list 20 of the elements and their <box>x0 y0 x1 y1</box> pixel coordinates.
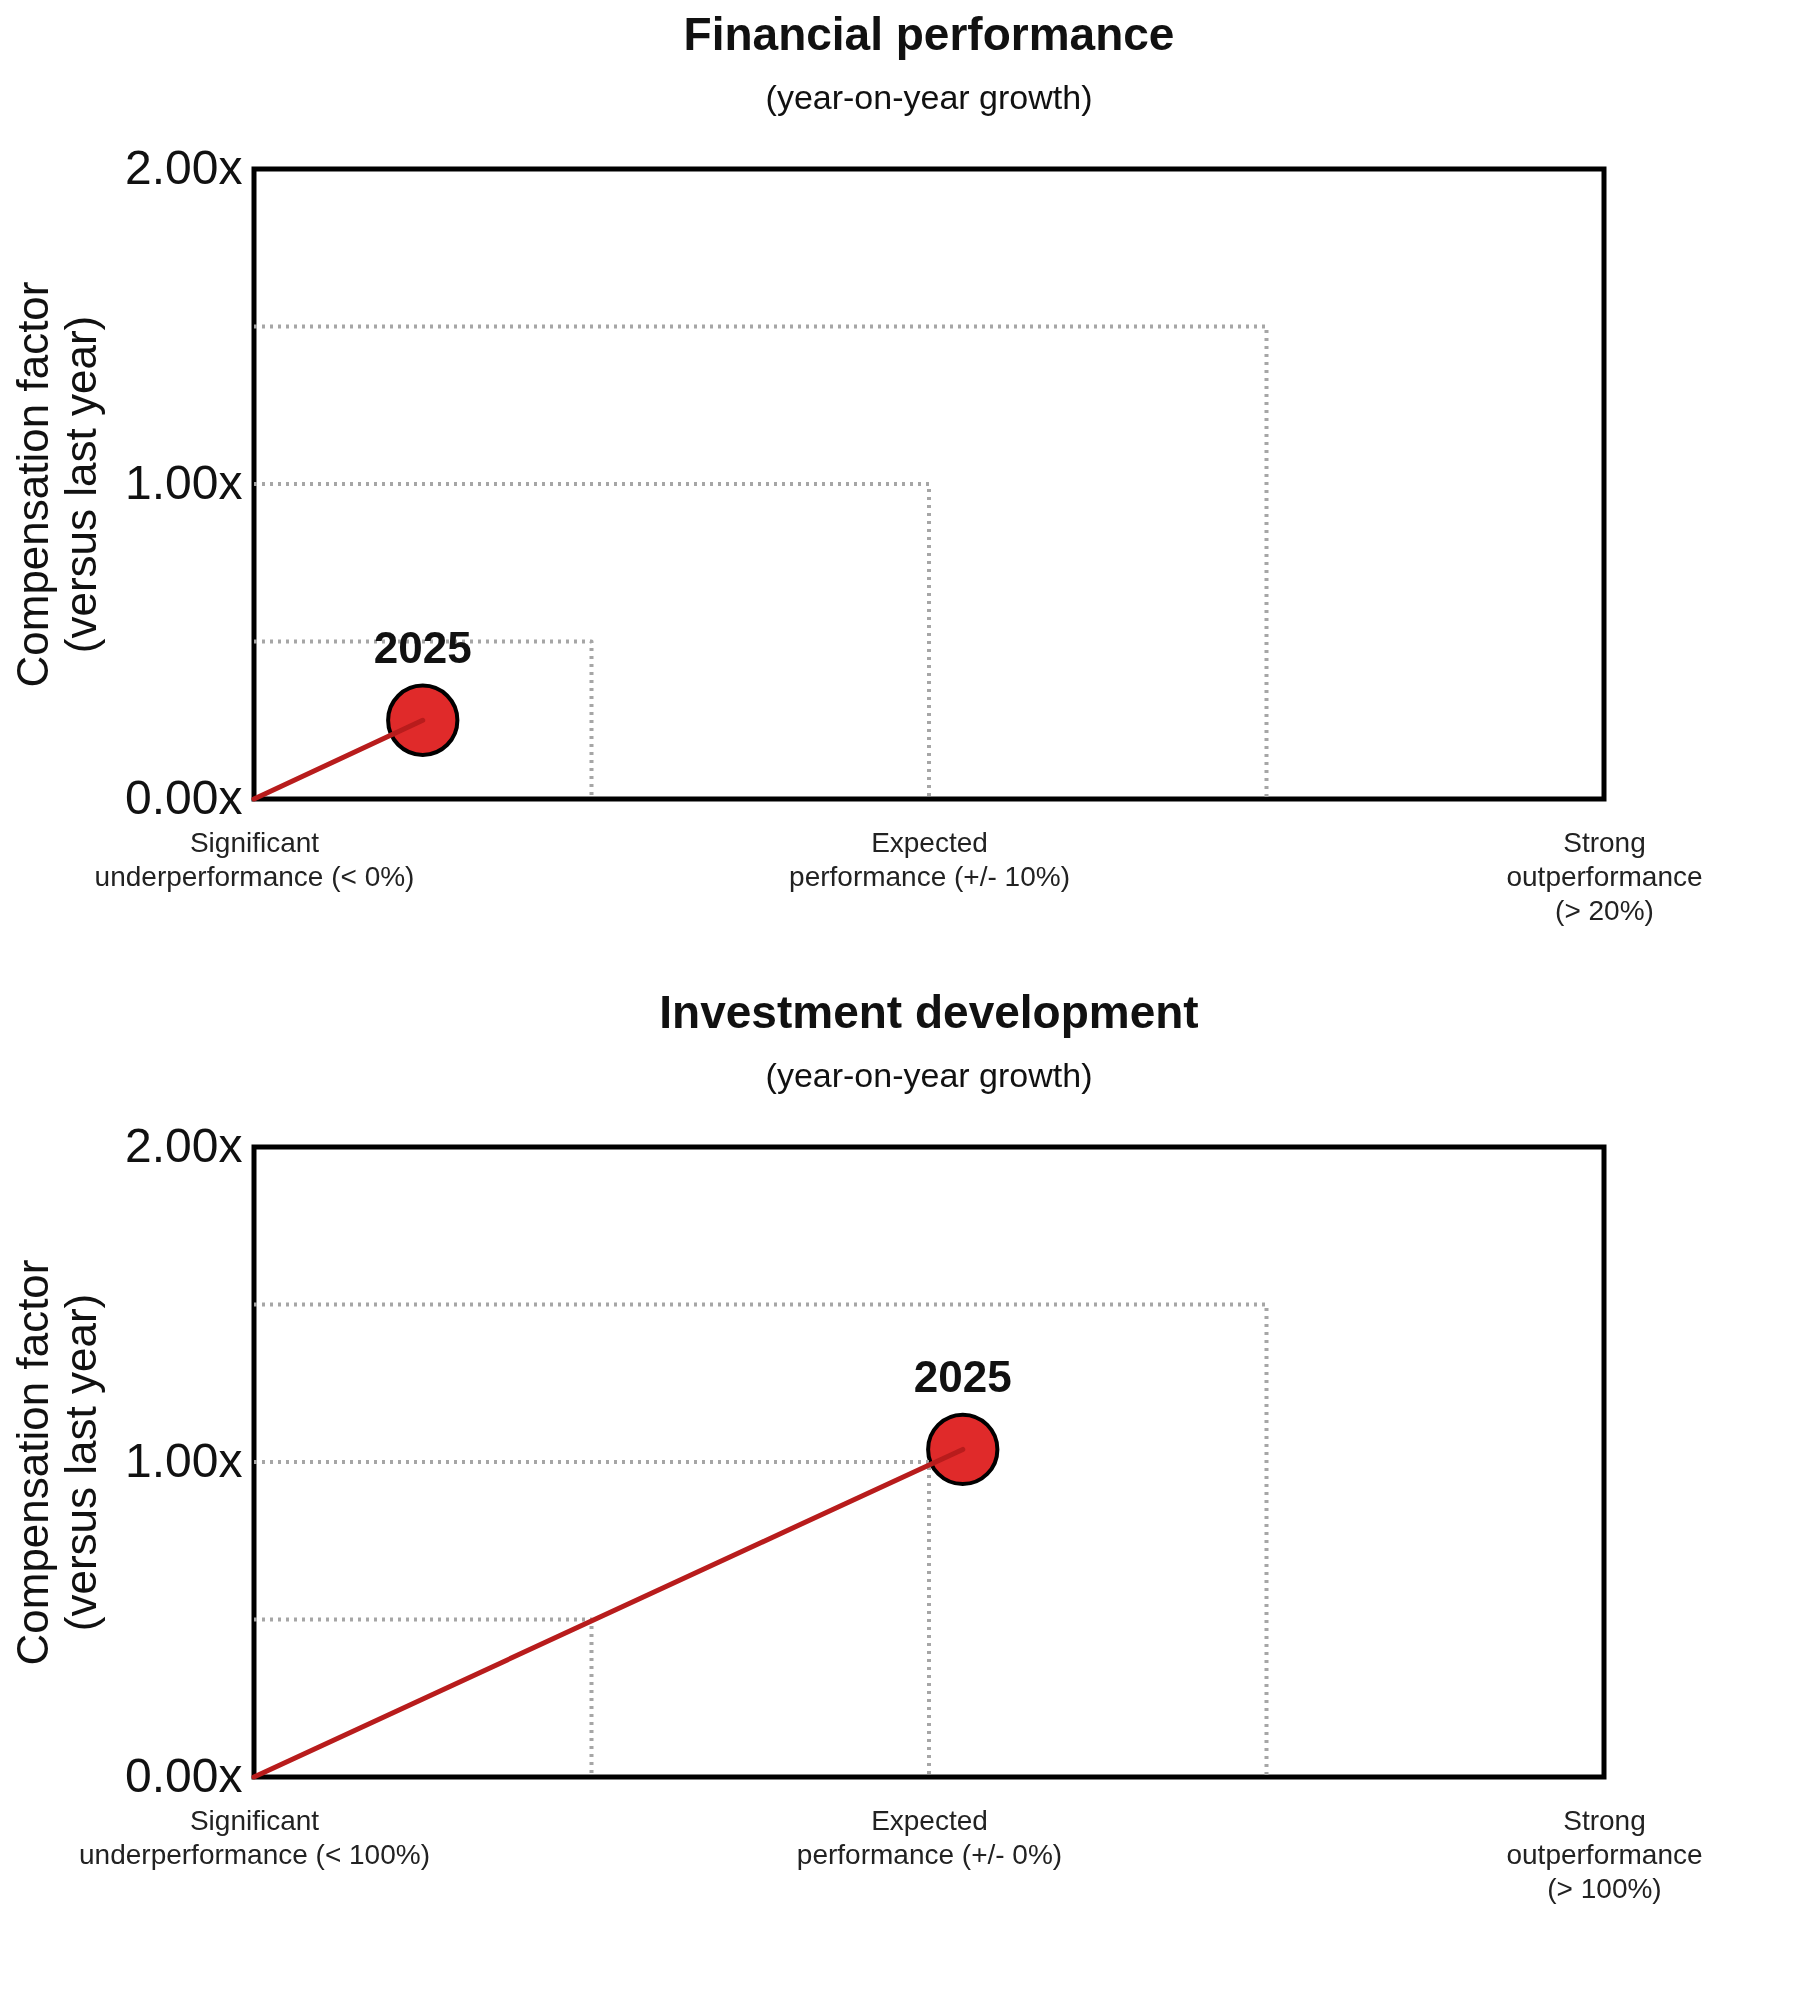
chart-subtitle: (year-on-year growth) <box>765 1056 1093 1094</box>
y-tick-label: 1.00x <box>125 1433 243 1487</box>
y-axis-title: Compensation factor (versus last year) <box>8 281 106 688</box>
x-tick-label: Expected performance (+/- 0%) <box>796 1804 1063 1870</box>
x-tick-label: Strong outperformance (> 20%) <box>1506 826 1703 926</box>
annotation: 2025 <box>913 1352 1012 1402</box>
chart-title: Financial performance <box>683 8 1175 60</box>
chart-subtitle: (year-on-year growth) <box>765 78 1093 116</box>
y-tick-label: 2.00x <box>125 140 243 194</box>
y-tick-label: 0.00x <box>125 770 243 824</box>
x-tick-label: Significant underperformance (< 100%) <box>79 1804 430 1870</box>
y-tick-label: 0.00x <box>125 1748 243 1802</box>
chart-title: Investment development <box>659 986 1199 1038</box>
y-tick-label: 1.00x <box>125 455 243 509</box>
x-tick-label: Expected performance (+/- 10%) <box>789 826 1070 892</box>
y-tick-label: 2.00x <box>125 1118 243 1172</box>
y-axis-title: Compensation factor (versus last year) <box>8 1259 106 1666</box>
annotation: 2025 <box>373 623 472 673</box>
x-tick-label: Strong outperformance (> 100%) <box>1506 1804 1703 1904</box>
x-tick-label: Significant underperformance (< 0%) <box>94 826 415 892</box>
